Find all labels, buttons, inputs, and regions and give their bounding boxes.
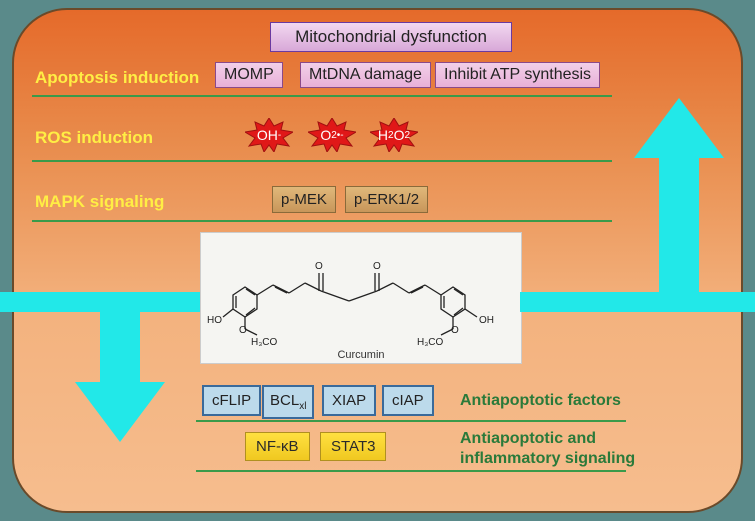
arrow-up: [634, 98, 724, 312]
bclxl-a: BCL: [270, 392, 299, 409]
line-3: [32, 220, 612, 222]
o2-text: O: [320, 127, 331, 143]
box-ciap: cIAP: [382, 385, 434, 416]
svg-text:O: O: [315, 261, 323, 272]
line-5: [196, 470, 626, 472]
burst-oh: OH-: [245, 118, 293, 152]
bclxl-b: xl: [299, 401, 306, 412]
svg-text:O: O: [373, 261, 381, 272]
svg-text:H₃CO: H₃CO: [251, 337, 278, 348]
arrow-down: [75, 292, 165, 442]
molecule-panel: O O HO OH O O H₃CO H₃CO Curcumin: [200, 232, 522, 364]
svg-text:O: O: [239, 325, 247, 336]
h2o2-o: O: [394, 127, 405, 143]
oh-text: OH: [257, 127, 278, 143]
label-antiapoptotic-factors: Antiapoptotic factors: [460, 392, 621, 410]
svg-text:H₃CO: H₃CO: [417, 337, 444, 348]
burst-h2o2: H2O2: [370, 118, 418, 152]
o2-sup: •-: [337, 130, 344, 141]
curcumin-structure: O O HO OH O O H₃CO H₃CO: [201, 233, 521, 363]
box-atp: Inhibit ATP synthesis: [435, 62, 600, 88]
box-bclxl: BCLxl: [262, 385, 314, 419]
h2o2-sub2: 2: [405, 130, 411, 141]
label-signaling-b: inflammatory signaling: [460, 450, 635, 468]
box-pmek: p-MEK: [272, 186, 336, 213]
box-mtdna: MtDNA damage: [300, 62, 431, 88]
label-apoptosis: Apoptosis induction: [35, 68, 199, 88]
box-xiap: XIAP: [322, 385, 376, 416]
nfkb-a: NF-: [256, 438, 281, 455]
box-cflip: cFLIP: [202, 385, 261, 416]
diagram-canvas: Mitochondrial dysfunction Apoptosis indu…: [0, 0, 755, 521]
title-box: Mitochondrial dysfunction: [270, 22, 512, 52]
box-stat3: STAT3: [320, 432, 386, 461]
box-perk: p-ERK1/2: [345, 186, 428, 213]
oh-sup: -: [278, 130, 281, 141]
svg-text:HO: HO: [207, 315, 222, 326]
molecule-caption: Curcumin: [201, 349, 521, 361]
line-2: [32, 160, 612, 162]
box-nfkb: NF-κB: [245, 432, 310, 461]
nfkb-b: κB: [281, 438, 299, 455]
line-4: [196, 420, 626, 422]
h2o2-h: H: [378, 127, 388, 143]
burst-o2: O2•-: [308, 118, 356, 152]
box-momp: MOMP: [215, 62, 283, 88]
svg-text:OH: OH: [479, 315, 494, 326]
label-signaling-a: Antiapoptotic and: [460, 430, 596, 448]
label-mapk: MAPK signaling: [35, 192, 164, 212]
label-ros: ROS induction: [35, 128, 153, 148]
line-1: [32, 95, 612, 97]
svg-text:O: O: [451, 325, 459, 336]
